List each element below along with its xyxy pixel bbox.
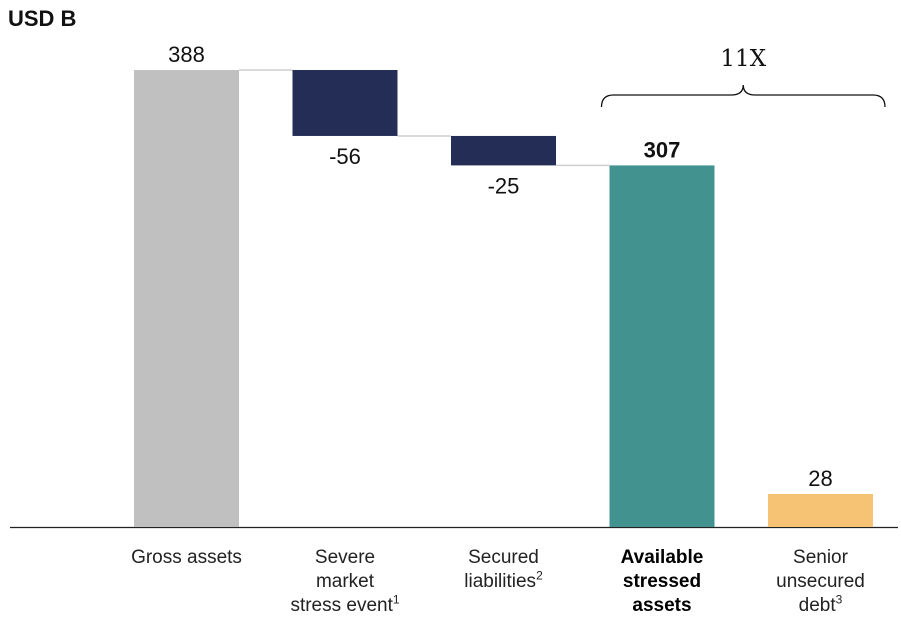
footnote-marker: 3 (835, 592, 843, 607)
category-label-line: Senior (793, 547, 848, 568)
category-label-line: stress event1 (290, 592, 400, 616)
category-label: Gross assets (112, 546, 262, 570)
footnote-marker: 2 (536, 568, 543, 583)
bar-value-label: -25 (488, 173, 520, 198)
category-label: Severe market stress event1 (270, 546, 420, 618)
category-label-line: Gross assets (131, 547, 242, 568)
bar (609, 165, 715, 527)
category-label-line: market (315, 571, 375, 592)
category-label-line: Available (620, 547, 704, 568)
multiple-label: 11X (720, 46, 766, 72)
category-label-line: Severe (314, 547, 376, 568)
category-label: Senior unsecured debt3 (746, 546, 896, 618)
unit-label: USD B (8, 6, 77, 31)
category-label-line: Secured (468, 547, 539, 568)
bar (451, 135, 556, 166)
category-label: Available stressed assets (587, 546, 737, 618)
category-label-line: unsecured (776, 571, 865, 592)
bar-value-label: 388 (168, 42, 205, 67)
multiple-bracket (600, 84, 886, 108)
category-label-line: debt3 (798, 592, 843, 616)
category-label: Secured liabilities2 (429, 546, 579, 594)
category-label-line: liabilities2 (464, 568, 543, 592)
footnote-marker: 1 (392, 592, 400, 607)
bar-value-label: 307 (644, 137, 681, 162)
category-label-line: assets (632, 595, 692, 616)
bar (768, 494, 873, 527)
bar-value-label: -56 (329, 144, 361, 169)
category-label-line: stressed (622, 571, 702, 592)
bar (292, 70, 398, 136)
bar-value-label: 28 (808, 466, 832, 491)
bar (134, 70, 239, 527)
